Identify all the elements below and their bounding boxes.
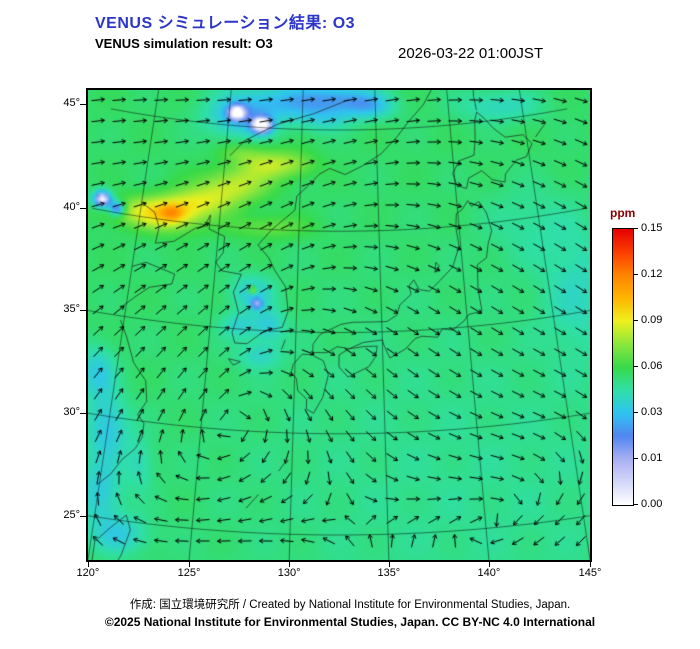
lat-tick-label: 35° <box>63 303 80 316</box>
colorbar-tick-label: 0.15 <box>641 222 663 234</box>
lon-tick-label: 120° <box>76 567 100 579</box>
colorbar-tick-mark <box>634 274 638 275</box>
simulation-map-canvas <box>88 90 590 560</box>
colorbar-tick-mark <box>634 366 638 367</box>
lon-tick-mark <box>189 562 191 567</box>
page-title-english: VENUS simulation result: O3 <box>95 36 273 51</box>
credit-line: 作成: 国立環境研究所 / Created by National Instit… <box>129 599 571 611</box>
lon-tick-label: 125° <box>177 567 201 579</box>
lon-tick-mark <box>388 562 390 567</box>
copyright-line: ©2025 National Institute for Environment… <box>104 615 596 629</box>
colorbar-tick-label: 0.01 <box>641 452 663 464</box>
lat-tick-label: 40° <box>63 200 80 213</box>
colorbar-unit-label: ppm <box>610 206 636 220</box>
lon-tick-mark <box>488 562 490 567</box>
timestamp-label: 2026-03-22 01:00JST <box>398 45 544 62</box>
map-frame <box>86 88 592 562</box>
colorbar-tick-label: 0.03 <box>641 406 663 418</box>
colorbar <box>612 228 634 506</box>
lat-tick-mark <box>80 413 86 415</box>
lon-tick-mark <box>590 562 592 567</box>
colorbar-tick-mark <box>634 458 638 459</box>
colorbar-tick-mark <box>634 504 638 505</box>
lon-tick-mark <box>289 562 291 567</box>
lon-tick-mark <box>87 562 89 567</box>
colorbar-tick-label: 0.06 <box>641 360 663 372</box>
lat-tick-label: 30° <box>63 406 80 419</box>
lon-tick-label: 130° <box>277 567 301 579</box>
lat-tick-mark <box>80 207 86 209</box>
lat-tick-label: 45° <box>63 97 80 110</box>
lon-tick-label: 140° <box>477 567 501 579</box>
colorbar-tick-mark <box>634 412 638 413</box>
colorbar-tick-mark <box>634 228 638 229</box>
colorbar-tick-mark <box>634 320 638 321</box>
lat-tick-mark <box>80 310 86 312</box>
lat-tick-mark <box>80 515 86 517</box>
page-title-japanese: VENUS シミュレーション結果: O3 <box>95 15 356 32</box>
lat-tick-label: 25° <box>63 508 80 521</box>
colorbar-tick-label: 0.12 <box>641 268 663 280</box>
lon-tick-label: 135° <box>377 567 401 579</box>
colorbar-tick-label: 0.00 <box>641 498 663 510</box>
lon-tick-label: 145° <box>578 567 602 579</box>
colorbar-tick-label: 0.09 <box>641 314 663 326</box>
lat-tick-mark <box>80 104 86 106</box>
